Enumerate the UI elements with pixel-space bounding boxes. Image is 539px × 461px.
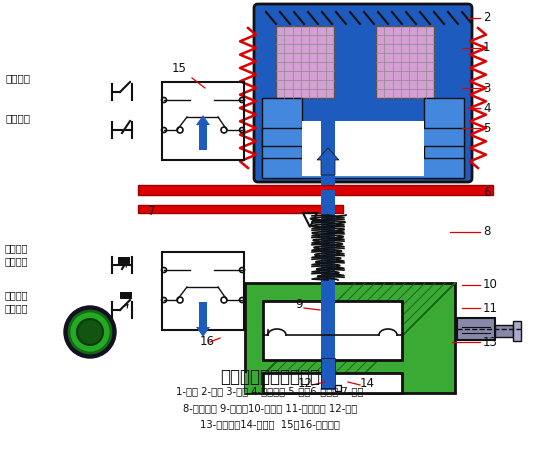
Text: 7: 7 <box>148 205 155 218</box>
Text: 15: 15 <box>172 62 187 75</box>
Bar <box>457 318 495 340</box>
Circle shape <box>77 319 103 345</box>
Bar <box>335 385 341 391</box>
FancyArrow shape <box>196 302 210 337</box>
Bar <box>262 158 464 178</box>
Bar <box>162 252 244 330</box>
Bar <box>245 283 455 393</box>
FancyArrow shape <box>196 115 210 150</box>
Text: 8: 8 <box>483 225 490 238</box>
Bar <box>321 115 335 185</box>
Text: 通电延时型时间继电器: 通电延时型时间继电器 <box>220 368 320 386</box>
Text: 16: 16 <box>200 335 215 348</box>
Text: 5: 5 <box>483 122 490 135</box>
Bar <box>321 358 335 388</box>
Text: 8-塔形弹簧 9-弱弹簧10-橡皮膜 11-空气室壁 12-活塞: 8-塔形弹簧 9-弱弹簧10-橡皮膜 11-空气室壁 12-活塞 <box>183 403 357 413</box>
Text: 13: 13 <box>483 336 498 349</box>
Bar <box>263 373 402 393</box>
Text: 1-线圈 2-铁心 3-衔铁 4-反力弹簧 5-推板6-活塞杆 7-杠杆: 1-线圈 2-铁心 3-衔铁 4-反力弹簧 5-推板6-活塞杆 7-杠杆 <box>176 386 364 396</box>
Text: 延时断开
常闭触头: 延时断开 常闭触头 <box>5 243 29 266</box>
Text: 4: 4 <box>483 101 490 114</box>
Text: 13-调节螺杆14-进气孔  15、16-微动开关: 13-调节螺杆14-进气孔 15、16-微动开关 <box>200 419 340 429</box>
Bar <box>138 185 493 195</box>
FancyBboxPatch shape <box>254 4 472 182</box>
Text: 1: 1 <box>483 41 490 54</box>
Text: 瞬动常闭: 瞬动常闭 <box>5 113 30 123</box>
Circle shape <box>69 311 111 353</box>
Text: 2: 2 <box>483 12 490 24</box>
Text: 瞬动常开: 瞬动常开 <box>5 73 30 83</box>
Bar <box>262 128 464 146</box>
Bar <box>513 321 521 341</box>
Text: 10: 10 <box>483 278 498 291</box>
Bar <box>138 205 343 213</box>
Bar <box>162 82 244 160</box>
Text: 延时闭合
常开触头: 延时闭合 常开触头 <box>5 290 29 313</box>
Text: 6: 6 <box>483 185 490 199</box>
Bar <box>495 325 513 337</box>
Circle shape <box>64 306 116 358</box>
Bar <box>424 98 464 178</box>
Bar <box>245 373 263 393</box>
Bar <box>302 121 424 176</box>
Text: 9: 9 <box>295 298 302 311</box>
Bar <box>263 301 402 360</box>
Text: 14: 14 <box>360 377 375 390</box>
Text: 11: 11 <box>483 301 498 314</box>
Text: 3: 3 <box>483 82 490 95</box>
Bar <box>276 26 334 98</box>
FancyArrow shape <box>317 148 339 175</box>
Bar <box>321 190 335 390</box>
Bar <box>262 98 302 178</box>
Bar <box>376 26 434 98</box>
Text: 12: 12 <box>298 377 313 390</box>
